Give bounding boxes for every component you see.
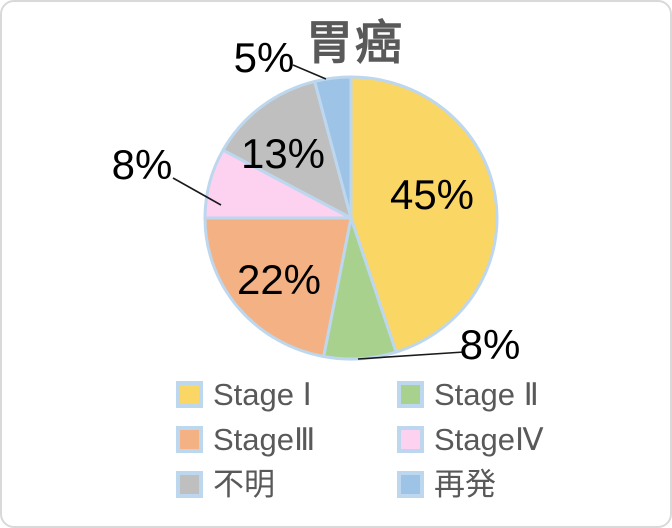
leader-line-stage-4 (172, 177, 222, 206)
legend-swatch-stage-1 (176, 381, 203, 408)
leader-lines (172, 64, 465, 360)
legend-item-unknown: 不明 (176, 469, 397, 500)
legend-label-stage-2: Stage Ⅱ (434, 377, 539, 412)
legend-label-stage-1: Stage Ⅰ (213, 377, 312, 412)
legend-label-stage-4: StageⅣ (434, 422, 544, 457)
legend-swatch-stage-4 (397, 426, 424, 453)
data-label-stage-2: 8% (459, 321, 521, 368)
legend-swatch-stage-3 (176, 426, 203, 453)
legend-item-stage-2: Stage Ⅱ (397, 379, 627, 410)
data-label-stage-3: 22% (236, 256, 322, 303)
pie-slices (203, 75, 499, 361)
legend-item-recurrence: 再発 (397, 469, 627, 500)
legend-swatch-unknown (176, 471, 203, 498)
pie-slice-stage-3 (203, 216, 353, 358)
legend-item-stage-3: StageⅢ (176, 424, 397, 455)
pie-slice-recurrence (313, 75, 353, 220)
legend-swatch-recurrence (397, 471, 424, 498)
data-label-stage-4: 8% (111, 141, 173, 188)
legend: Stage Ⅰ Stage Ⅱ StageⅢ StageⅣ 不明 再発 (176, 372, 627, 507)
legend-item-stage-4: StageⅣ (397, 424, 627, 455)
legend-item-stage-1: Stage Ⅰ (176, 379, 397, 410)
leader-line-recurrence (292, 64, 327, 80)
leader-line-stage-2 (357, 351, 465, 360)
legend-swatch-stage-2 (397, 381, 424, 408)
pie-slice-unknown (221, 79, 353, 220)
data-label-stage-1: 45% (389, 171, 475, 218)
legend-label-recurrence: 再発 (434, 467, 496, 502)
data-label-recurrence: 5% (233, 34, 295, 81)
legend-label-stage-3: StageⅢ (213, 422, 316, 457)
legend-label-unknown: 不明 (213, 467, 275, 502)
pie-slice-stage-1 (349, 75, 499, 354)
data-label-unknown: 13% (240, 130, 326, 177)
chart-title: 胃癌 (306, 16, 404, 69)
